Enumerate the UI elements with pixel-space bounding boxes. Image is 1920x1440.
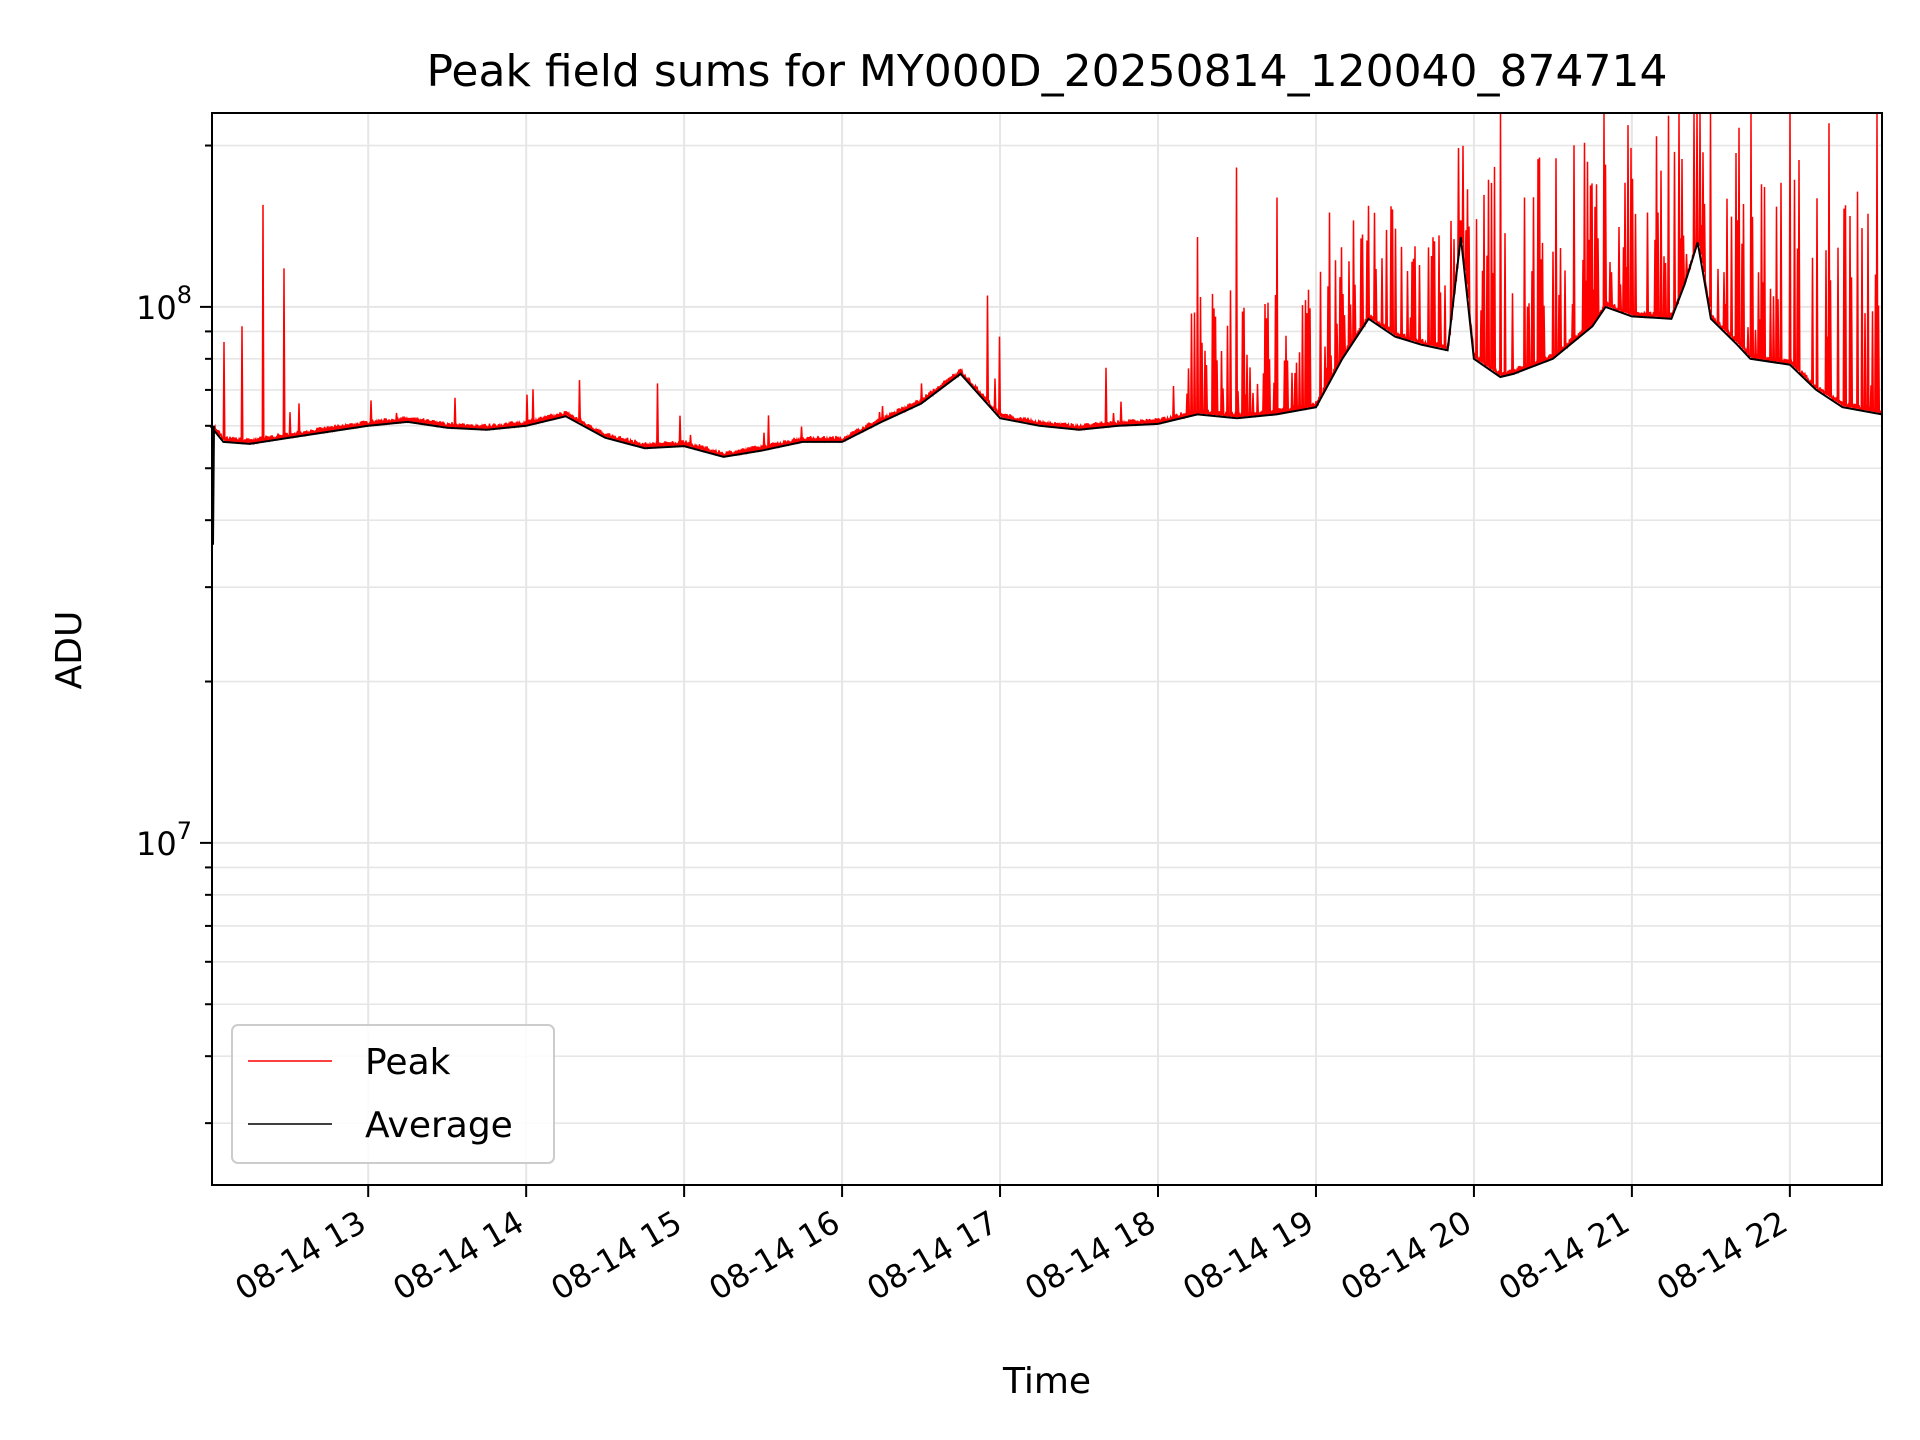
legend-average-label: Average: [365, 1105, 513, 1146]
grid: [212, 113, 1882, 1185]
series-peak-line: [211, 112, 1884, 458]
series-average-start: [212, 425, 215, 545]
legend-peak-label: Peak: [365, 1042, 451, 1083]
y-axis-label: ADU: [49, 611, 90, 690]
legend-box: [231, 1024, 555, 1164]
y-tick-label: 107: [136, 817, 192, 863]
x-axis-label: Time: [1002, 1361, 1091, 1402]
series-average-line: [209, 236, 1883, 458]
legend: Peak Average: [231, 1024, 555, 1164]
plot-frame: [211, 112, 1883, 1186]
chart-title: Peak field sums for MY000D_20250814_1200…: [426, 46, 1667, 97]
y-axis-ticks: 107 108: [136, 144, 212, 1125]
plot-area: [209, 112, 1884, 545]
y-tick-label: 108: [136, 281, 192, 327]
